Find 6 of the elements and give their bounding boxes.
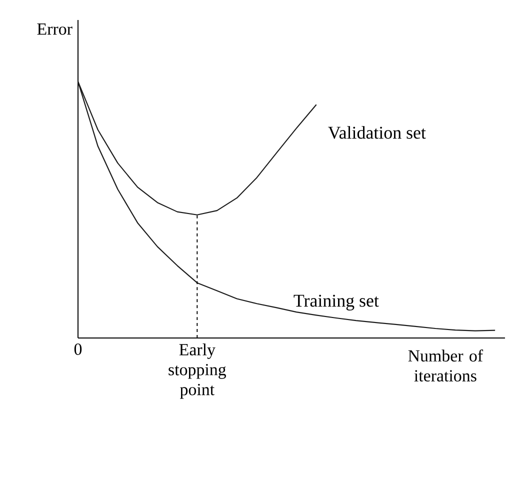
- x-axis-title: Number of iterations: [408, 350, 484, 382]
- series-label: Validation set: [328, 126, 426, 139]
- x-tick-label: 0: [74, 344, 82, 355]
- x-tick-label: Early stopping point: [168, 344, 226, 399]
- y-axis-title: Error: [37, 24, 72, 35]
- series-label: Training set: [294, 294, 379, 310]
